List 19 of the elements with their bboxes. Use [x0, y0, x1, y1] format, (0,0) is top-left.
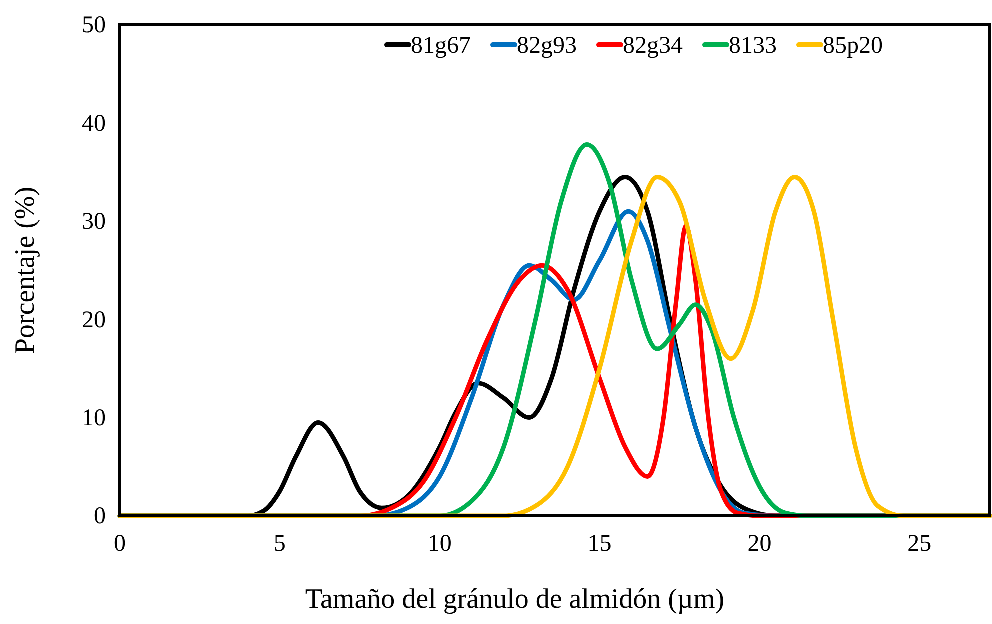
x-tick-label: 15 [588, 531, 612, 558]
y-tick-label: 20 [82, 307, 106, 334]
x-tick-label: 25 [908, 531, 932, 558]
legend-label: 82g93 [517, 33, 577, 59]
x-axis-title: Tamaño del gránulo de almidón (µm) [305, 584, 725, 615]
y-tick-label: 40 [82, 110, 106, 137]
y-tick-label: 50 [82, 12, 106, 39]
x-tick-label: 20 [748, 531, 772, 558]
legend-label: 85p20 [823, 33, 883, 59]
legend-label: 8133 [729, 33, 777, 59]
x-tick-label: 5 [274, 531, 286, 558]
legend-label: 82g34 [623, 33, 683, 59]
y-tick-label: 0 [94, 504, 106, 530]
y-tick-label: 10 [82, 405, 106, 432]
x-tick-label: 0 [114, 531, 126, 558]
y-axis-title: Porcentaje (%) [10, 186, 41, 354]
y-tick-label: 30 [82, 209, 106, 236]
x-tick-label: 10 [428, 531, 452, 558]
legend-label: 81g67 [411, 33, 471, 59]
